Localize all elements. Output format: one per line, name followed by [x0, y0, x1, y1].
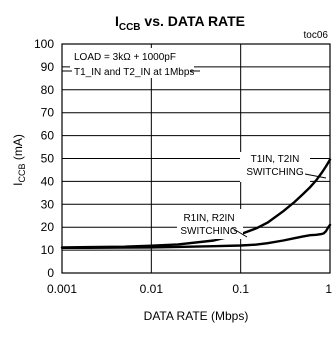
y-tick-label: 50 [41, 152, 55, 166]
conditions-box [70, 48, 194, 78]
y-tick-label: 20 [41, 220, 55, 234]
y-tick-label: 40 [41, 174, 55, 188]
y-tick-label: 0 [47, 266, 54, 280]
x-axis-label: DATA RATE (Mbps) [144, 309, 249, 323]
series-2-label-box [177, 209, 243, 239]
tick-labels: 0 10 20 30 40 50 60 70 80 90 100 0.001 0.01 0.1 1 [34, 37, 332, 296]
series-1-leader [304, 173, 327, 179]
curves [60, 158, 332, 250]
y-tick-label: 100 [34, 37, 54, 51]
x-tick-label: 0.01 [140, 282, 164, 296]
y-tick-label: 70 [41, 106, 55, 120]
x-tick-label: 0.001 [47, 282, 77, 296]
conditions-line-2: T1_IN and T2_IN at 1Mbps [74, 67, 194, 78]
y-tick-label: 90 [41, 60, 55, 74]
y-axis-label: ICCB (mA) [11, 134, 27, 186]
chart-title: ICCB vs. DATA RATE [115, 13, 245, 33]
series-1-line [60, 158, 332, 249]
y-tick-label: 10 [41, 243, 55, 257]
series-2-label-line2: SWITCHING [180, 226, 237, 237]
y-tick-label: 80 [41, 83, 55, 97]
x-tick-label: 1 [325, 282, 332, 296]
series-2-label-line1: R1IN, R2IN [183, 213, 234, 224]
y-tick-label: 30 [41, 197, 55, 211]
series-1-label-line1: T1IN, T2IN [251, 154, 300, 165]
grid [62, 44, 330, 273]
series-2-line [60, 223, 332, 250]
series-1-label-line2: SWITCHING [246, 167, 303, 178]
chart-code: toc06 [304, 30, 329, 41]
series-2-leader [231, 227, 248, 238]
conditions-line-1: LOAD = 3kΩ + 1000pF [74, 52, 176, 63]
series-1-label-box [240, 152, 310, 182]
x-tick-label: 0.1 [232, 282, 249, 296]
y-tick-label: 60 [41, 129, 55, 143]
